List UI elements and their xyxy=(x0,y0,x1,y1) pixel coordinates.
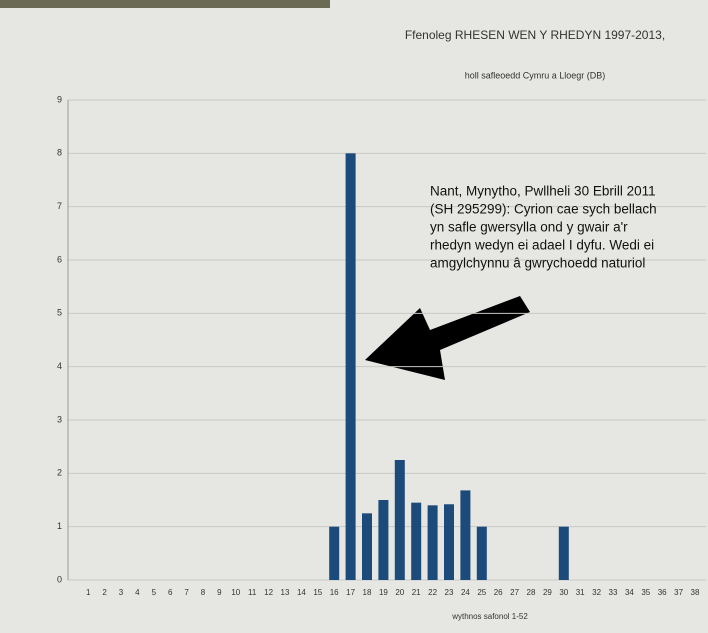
x-tick-label: 6 xyxy=(168,588,173,597)
x-tick-label: 29 xyxy=(543,588,552,597)
bar xyxy=(460,490,470,580)
x-tick-label: 10 xyxy=(231,588,240,597)
x-tick-label: 20 xyxy=(395,588,404,597)
annotation: rhedyn wedyn ei adael I dyfu. Wedi ei xyxy=(430,238,654,253)
bar xyxy=(559,527,569,580)
annotation: yn safle gwersylla ond y gwair a'r xyxy=(430,220,628,235)
x-tick-label: 19 xyxy=(379,588,388,597)
annotation: (SH 295299): Cyrion cae sych bellach xyxy=(430,202,657,217)
annotation: amgylchynnu â gwrychoedd naturiol xyxy=(430,256,645,271)
x-tick-label: 23 xyxy=(445,588,454,597)
photo-edge xyxy=(0,0,330,8)
bar xyxy=(411,503,421,580)
x-tick-label: 15 xyxy=(313,588,322,597)
x-tick-label: 12 xyxy=(264,588,273,597)
x-tick-label: 24 xyxy=(461,588,470,597)
x-tick-label: 28 xyxy=(527,588,536,597)
x-tick-label: 22 xyxy=(428,588,437,597)
x-tick-label: 25 xyxy=(477,588,486,597)
bar xyxy=(346,153,356,580)
x-tick-label: 30 xyxy=(559,588,568,597)
x-tick-label: 3 xyxy=(119,588,124,597)
annotation: Nant, Mynytho, Pwllheli 30 Ebrill 2011 xyxy=(430,184,656,199)
chart-title: Ffenoleg RHESEN WEN Y RHEDYN 1997-2013, xyxy=(405,28,665,42)
x-tick-label: 4 xyxy=(135,588,140,597)
x-tick-label: 21 xyxy=(412,588,421,597)
x-tick-label: 37 xyxy=(674,588,683,597)
x-axis-label: wythnos safonol 1-52 xyxy=(451,612,528,621)
x-tick-label: 9 xyxy=(217,588,222,597)
y-tick-label: 1 xyxy=(57,521,62,531)
y-tick-label: 4 xyxy=(57,361,62,371)
x-tick-label: 34 xyxy=(625,588,634,597)
x-tick-label: 11 xyxy=(248,588,257,597)
x-tick-label: 17 xyxy=(346,588,355,597)
y-tick-label: 6 xyxy=(57,254,62,264)
y-tick-label: 9 xyxy=(57,94,62,104)
bar xyxy=(378,500,388,580)
x-tick-label: 36 xyxy=(658,588,667,597)
chart: Ffenoleg RHESEN WEN Y RHEDYN 1997-2013, … xyxy=(0,0,708,633)
y-tick-label: 2 xyxy=(57,468,62,478)
bar xyxy=(362,513,372,580)
x-tick-label: 13 xyxy=(281,588,290,597)
x-tick-label: 5 xyxy=(152,588,157,597)
x-tick-label: 26 xyxy=(494,588,503,597)
x-tick-label: 2 xyxy=(102,588,107,597)
y-tick-label: 7 xyxy=(57,201,62,211)
bar xyxy=(477,527,487,580)
x-tick-label: 38 xyxy=(691,588,700,597)
x-tick-label: 8 xyxy=(201,588,206,597)
bar xyxy=(444,504,454,580)
x-tick-label: 31 xyxy=(576,588,585,597)
y-tick-label: 5 xyxy=(57,308,62,318)
x-tick-label: 16 xyxy=(330,588,339,597)
x-tick-label: 27 xyxy=(510,588,519,597)
x-tick-label: 35 xyxy=(641,588,650,597)
x-tick-label: 18 xyxy=(363,588,372,597)
y-tick-label: 3 xyxy=(57,414,62,424)
x-tick-label: 1 xyxy=(86,588,91,597)
y-tick-label: 0 xyxy=(57,574,62,584)
bar xyxy=(428,505,438,580)
x-tick-label: 7 xyxy=(184,588,189,597)
chart-subtitle: holl safleoedd Cymru a Lloegr (DB) xyxy=(465,70,606,80)
bar xyxy=(395,460,405,580)
bar xyxy=(329,527,339,580)
x-tick-label: 32 xyxy=(592,588,601,597)
x-tick-label: 14 xyxy=(297,588,306,597)
y-tick-label: 8 xyxy=(57,148,62,158)
x-tick-label: 33 xyxy=(609,588,618,597)
